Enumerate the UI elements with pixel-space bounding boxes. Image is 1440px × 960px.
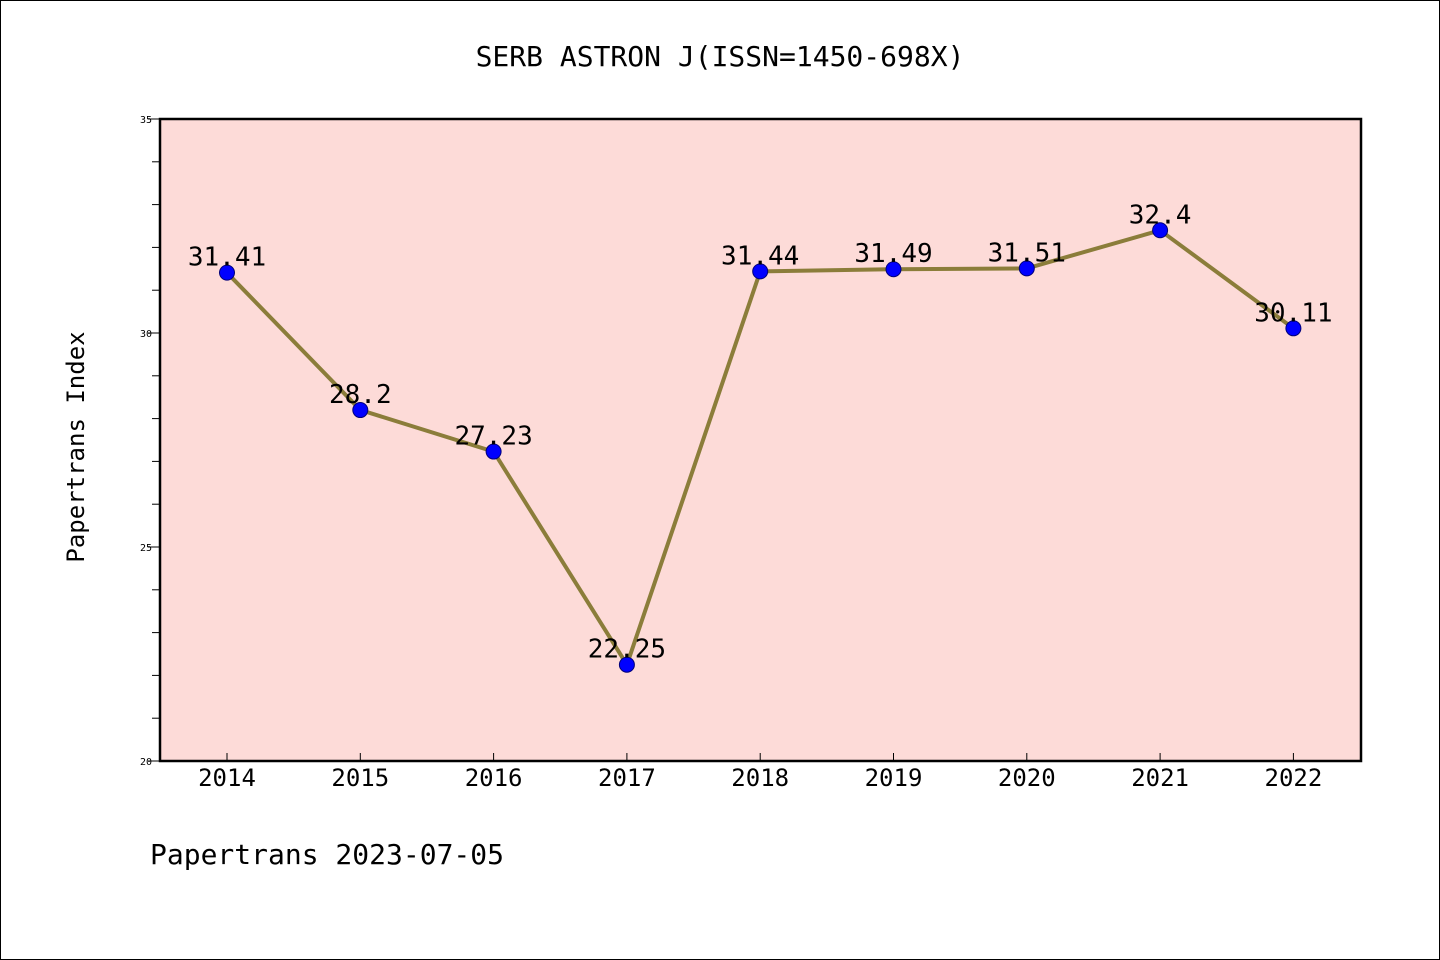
chart-title: SERB ASTRON J(ISSN=1450-698X)	[476, 40, 965, 73]
data-label: 31.41	[188, 243, 266, 273]
data-point	[1152, 222, 1169, 239]
data-point	[485, 443, 502, 460]
data-label: 32.4	[1129, 200, 1192, 230]
data-point	[885, 261, 902, 278]
plot-border	[158, 117, 1363, 763]
data-labels: 31.41 28.2 27.23 22.25 31.44 31.49 31.51 32.4 30…	[188, 200, 1333, 664]
x-axis-ticks: 2014 2015 2016 2017 2018 2019 2020 2021 2022	[198, 753, 1322, 792]
y-tick-label: 20	[140, 757, 152, 768]
footer-date: Papertrans 2023-07-05	[150, 838, 504, 871]
data-label: 28.2	[329, 380, 392, 410]
x-tick-label: 2018	[731, 764, 789, 792]
y-tick-label: 35	[140, 115, 152, 126]
x-tick-label: 2022	[1265, 764, 1323, 792]
y-axis-label: Papertrans Index	[62, 331, 90, 562]
x-tick-label: 2014	[198, 764, 256, 792]
x-tick-label: 2017	[598, 764, 656, 792]
y-tick-label: 30	[140, 329, 152, 340]
data-label: 31.44	[721, 241, 799, 271]
y-tick-label: 25	[140, 543, 152, 554]
data-point	[219, 264, 235, 281]
data-label: 27.23	[454, 422, 532, 452]
y-axis-ticks: 20 25 30 35	[140, 115, 160, 768]
data-label: 30.11	[1254, 298, 1332, 328]
x-tick-label: 2019	[865, 764, 923, 792]
x-tick-label: 2021	[1131, 764, 1189, 792]
x-tick-label: 2016	[465, 764, 523, 792]
data-point	[352, 402, 369, 419]
x-tick-label: 2020	[998, 764, 1056, 792]
data-point	[1018, 260, 1035, 277]
data-label: 31.49	[854, 239, 932, 269]
data-label: 22.25	[588, 635, 666, 665]
data-label: 31.51	[988, 238, 1066, 268]
data-points	[219, 222, 1302, 673]
data-point	[752, 263, 769, 280]
data-point	[618, 656, 635, 673]
x-tick-label: 2015	[331, 764, 389, 792]
data-point	[1285, 320, 1302, 337]
